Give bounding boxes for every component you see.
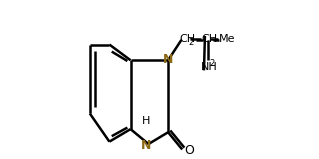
Text: 2: 2 bbox=[210, 59, 215, 68]
Text: NH: NH bbox=[201, 62, 217, 72]
Text: N: N bbox=[141, 139, 152, 152]
Text: CH: CH bbox=[202, 34, 218, 44]
Text: CH: CH bbox=[179, 34, 195, 44]
Text: H: H bbox=[142, 115, 150, 125]
Text: O: O bbox=[184, 144, 194, 157]
Text: N: N bbox=[163, 53, 173, 66]
Text: 2: 2 bbox=[188, 38, 193, 48]
Text: Me: Me bbox=[219, 34, 235, 44]
